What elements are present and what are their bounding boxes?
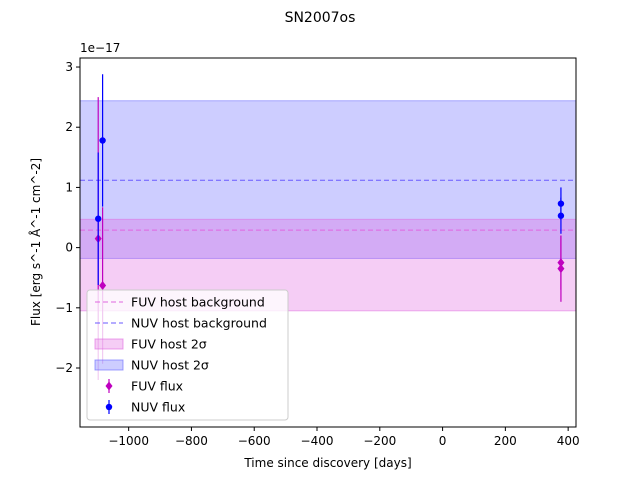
y-tick-label: −1 [55,301,73,315]
y-tick-label: 3 [65,60,73,74]
legend-label: NUV host background [131,316,267,331]
x-axis-label: Time since discovery [days] [243,456,411,470]
data-point-circle [95,215,102,222]
y-tick-label: −2 [55,361,73,375]
y-tick-label: 1 [65,180,73,194]
x-tick-label: 400 [557,434,580,448]
x-tick-label: 0 [439,434,447,448]
legend-entry: NUV host background [95,316,267,331]
x-tick-label: −800 [175,434,208,448]
fuv-host-band [80,218,576,312]
data-point-circle [557,212,565,219]
y-tick-label: 2 [65,120,73,134]
chart-title: SN2007os [285,10,356,26]
legend-entry: FUV host background [95,295,265,310]
legend-entry: FUV host 2σ [94,337,207,352]
x-tick-label: 200 [494,434,517,448]
axes-frame [79,57,577,428]
legend-entry: NUV flux [105,400,185,415]
x-tick-label: −400 [301,434,334,448]
legend-label: FUV flux [131,379,183,394]
x-tick-label: −1000 [108,434,149,448]
legend-label: NUV host 2σ [131,358,209,373]
legend-patch-swatch [94,359,124,371]
x-tick-label: −600 [238,434,271,448]
legend-circle-marker [105,403,113,411]
data-point-diamond [557,264,565,274]
legend-box [86,289,289,421]
y-offset-label: 1e−17 [80,41,120,55]
y-axis-label: Flux [erg s^-1 Å^-1 cm^-2] [28,158,43,326]
nuv-flux-series [95,74,565,285]
data-point-diamond [99,281,107,291]
legend-label: NUV flux [131,400,185,415]
legend-entry: FUV flux [105,379,183,394]
nuv-host-band [80,100,576,259]
legend-label: FUV host 2σ [131,337,207,352]
x-tick-label: −200 [363,434,396,448]
data-point-circle [99,137,106,144]
legend-patch-swatch [94,338,124,350]
y-tick-label: 0 [65,241,73,255]
legend-diamond-marker [105,381,113,391]
legend: FUV host background NUV host background FU… [86,289,289,421]
legend-label: FUV host background [131,295,265,310]
legend-entry: NUV host 2σ [94,358,209,373]
